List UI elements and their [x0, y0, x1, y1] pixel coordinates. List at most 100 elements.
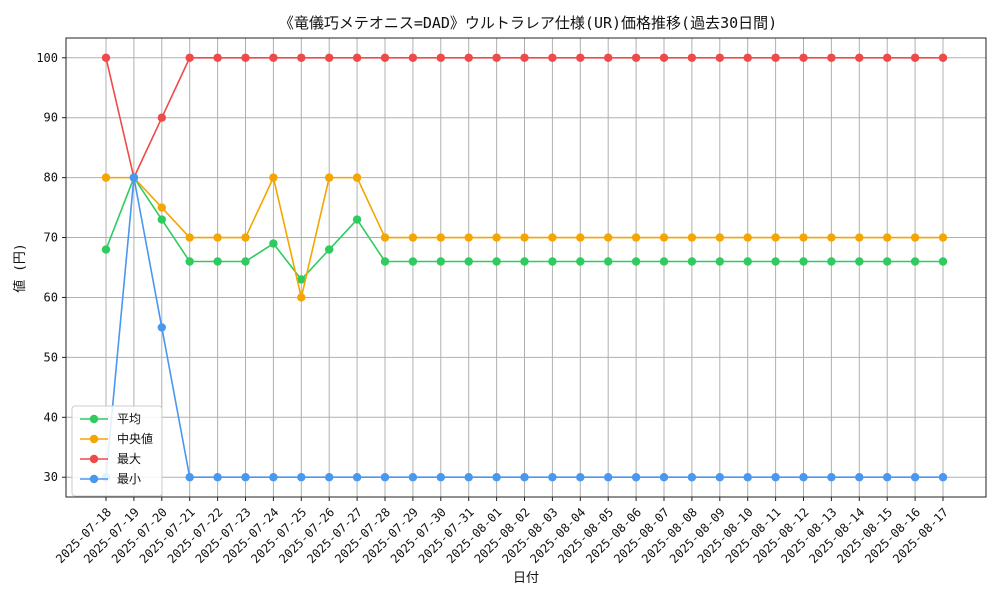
grid-layer [66, 38, 986, 497]
data-point [325, 173, 334, 182]
data-point [855, 53, 864, 62]
data-point [492, 53, 501, 62]
data-point [715, 257, 724, 266]
y-tick-label: 80 [44, 171, 58, 185]
data-point [827, 53, 836, 62]
chart-title: 《竜儀巧メテオニス=DAD》ウルトラレア仕様(UR)価格推移(過去30日間) [279, 14, 777, 32]
data-point [827, 257, 836, 266]
data-point [687, 257, 697, 266]
data-point [548, 257, 557, 266]
data-point [743, 473, 752, 482]
data-point [743, 257, 752, 266]
data-point [492, 473, 501, 482]
data-point [520, 233, 529, 242]
data-point [352, 53, 362, 62]
data-point [157, 113, 166, 122]
data-point [213, 233, 222, 242]
data-point [631, 257, 641, 266]
data-point [185, 473, 194, 482]
data-point [604, 257, 613, 266]
data-point [715, 53, 724, 62]
data-point [101, 245, 111, 254]
data-point [799, 233, 808, 242]
data-point [157, 215, 166, 224]
data-point [687, 53, 697, 62]
data-point [604, 53, 613, 62]
data-point [464, 53, 473, 62]
data-point [771, 53, 780, 62]
data-point [129, 173, 139, 182]
data-point [659, 53, 669, 62]
data-point [855, 233, 864, 242]
data-point [631, 233, 641, 242]
data-point [548, 53, 557, 62]
data-point [855, 473, 864, 482]
y-tick-label: 60 [44, 290, 58, 304]
data-point [520, 473, 529, 482]
data-point [604, 473, 613, 482]
data-point [799, 53, 808, 62]
data-point [408, 473, 418, 482]
data-point [520, 257, 529, 266]
data-point [213, 473, 222, 482]
data-point [659, 257, 669, 266]
data-point [213, 257, 222, 266]
y-axis: 30 40 50 60 70 80 90 100 [36, 51, 66, 484]
data-point [325, 53, 334, 62]
data-point [157, 323, 166, 332]
data-point [269, 173, 278, 182]
y-tick-label: 40 [44, 410, 58, 424]
data-point [297, 293, 306, 302]
data-point [771, 473, 780, 482]
series-layer [101, 53, 948, 482]
data-point [938, 53, 948, 62]
data-point [715, 233, 724, 242]
data-point [604, 233, 613, 242]
data-point [492, 233, 501, 242]
data-point [408, 53, 418, 62]
x-axis-title: 日付 [513, 571, 539, 586]
data-point [576, 257, 585, 266]
data-point [380, 473, 390, 482]
data-point [241, 53, 250, 62]
data-point [883, 257, 892, 266]
data-point [352, 173, 362, 182]
legend-label: 最小 [117, 472, 141, 486]
y-tick-label: 50 [44, 350, 58, 364]
data-point [938, 257, 948, 266]
data-point [548, 473, 557, 482]
legend-label: 最大 [117, 452, 141, 466]
data-point [659, 233, 669, 242]
data-point [157, 203, 166, 212]
data-point [380, 53, 390, 62]
data-point [548, 233, 557, 242]
data-point [910, 473, 920, 482]
data-point [631, 53, 641, 62]
data-point [241, 257, 250, 266]
data-point [492, 257, 501, 266]
data-point [827, 473, 836, 482]
data-point [883, 233, 892, 242]
data-point [715, 473, 724, 482]
data-point [659, 473, 669, 482]
data-point [827, 233, 836, 242]
data-point [631, 473, 641, 482]
data-point [855, 257, 864, 266]
data-point [241, 233, 250, 242]
data-point [269, 473, 278, 482]
data-point [269, 53, 278, 62]
data-point [938, 473, 948, 482]
legend-marker [89, 414, 99, 424]
y-tick-label: 30 [44, 470, 58, 484]
y-tick-label: 90 [44, 111, 58, 125]
data-point [883, 53, 892, 62]
data-point [297, 53, 306, 62]
data-point [687, 473, 697, 482]
data-point [883, 473, 892, 482]
data-point [185, 233, 194, 242]
y-tick-label: 100 [36, 51, 58, 65]
legend-box [71, 405, 163, 497]
